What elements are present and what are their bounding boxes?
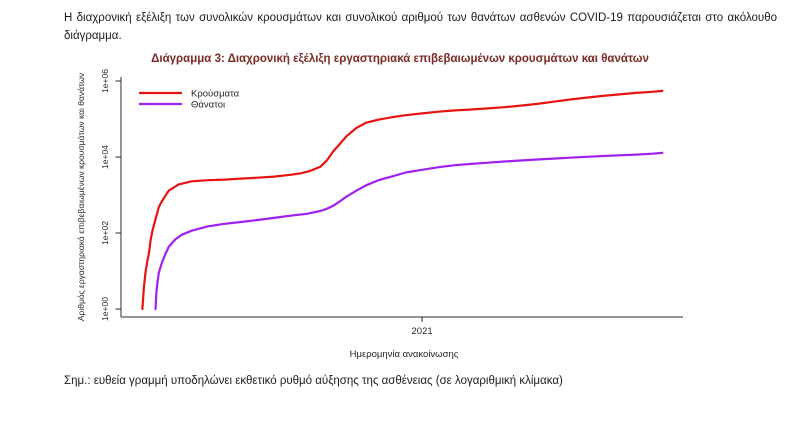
intro-paragraph: Η διαχρονική εξέλιξη των συνολικών κρουσ… bbox=[64, 12, 777, 43]
y-tick-label: 1e+04 bbox=[100, 145, 110, 169]
legend: Κρούσματα Θάνατοι bbox=[139, 89, 240, 111]
y-tick-label: 1e+00 bbox=[100, 297, 110, 321]
data-series-group bbox=[141, 89, 664, 311]
x-axis-title: Ημερομηνία ανακοίνωσης bbox=[350, 349, 459, 360]
chart-title: Διάγραμμα 3: Διαχρονική εξέλιξη εργαστηρ… bbox=[151, 53, 649, 65]
footnote: Σημ.: ευθεία γραμμή υποδηλώνει εκθετικό … bbox=[64, 375, 563, 387]
chart-canvas: 1e+00 1e+02 1e+04 1e+06 Αριθμός εργαστηριακ… bbox=[76, 69, 683, 360]
deaths-line bbox=[154, 151, 664, 311]
y-axis-title: Αριθμός εργαστηριακά επιβεβαιωμένων κρου… bbox=[76, 73, 86, 321]
y-tick-label: 1e+06 bbox=[100, 69, 110, 93]
x-tick-group: 2021 bbox=[412, 317, 433, 337]
cases-line bbox=[141, 89, 664, 311]
legend-label-cases: Κρούσματα bbox=[191, 89, 240, 100]
y-tick-group: 1e+00 1e+02 1e+04 1e+06 bbox=[100, 69, 121, 321]
y-tick-label: 1e+02 bbox=[100, 221, 110, 245]
legend-label-deaths: Θάνατοι bbox=[191, 100, 225, 111]
y-axis: 1e+00 1e+02 1e+04 1e+06 Αριθμός εργαστηριακ… bbox=[76, 69, 122, 321]
x-tick-label: 2021 bbox=[412, 326, 433, 337]
x-axis: 2021 Ημερομηνία ανακοίνωσης bbox=[121, 316, 683, 360]
